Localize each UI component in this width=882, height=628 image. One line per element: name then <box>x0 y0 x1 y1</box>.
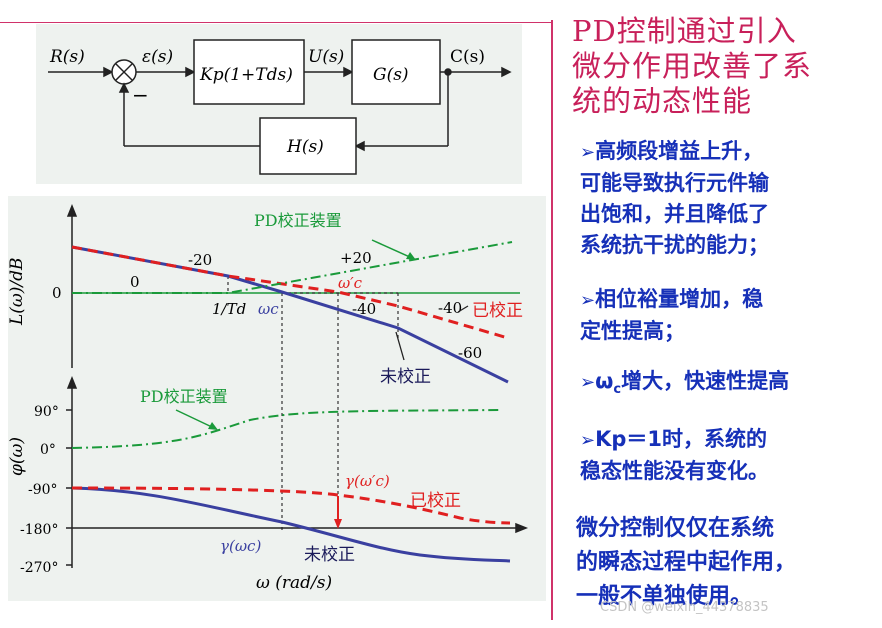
phase-tick-minus180: -180° <box>20 522 58 538</box>
phase-pd-arrow <box>175 409 215 429</box>
slope-minus60: -60 <box>458 344 482 362</box>
phase-xlabel: ω (rad/s) <box>256 573 332 593</box>
closing-note: 微分控制仅仅在系统 的瞬态过程中起作用， 一般不单独使用。 <box>576 516 797 609</box>
left-figure-panel: R(s) ε(s) Kp(1+Tds) U(s) G(s) C(s) H(s) … <box>0 22 552 601</box>
bullet-arrow-icon: ➢ <box>580 372 596 393</box>
label-omega-c-prime: ω′c <box>338 274 363 292</box>
magnitude-pd-line <box>72 241 513 294</box>
label-corner: 1/Td <box>212 300 246 318</box>
slope-minus40-b: -40 <box>438 299 462 317</box>
block-diagram <box>48 39 512 175</box>
slope-minus20: -20 <box>188 251 212 269</box>
bullet-omega-c: ➢ωc增大，快速性提高 <box>580 369 790 398</box>
label-omega-c: ωc <box>258 300 279 318</box>
guide-lines <box>227 276 399 530</box>
label-minus: − <box>132 83 149 107</box>
mag-pd-label: PD校正装置 <box>254 211 342 230</box>
mag-pd-arrowhead <box>406 252 416 260</box>
figure-canvas: R(s) ε(s) Kp(1+Tds) U(s) G(s) C(s) H(s) … <box>7 24 546 601</box>
phase-pd-label: PD校正装置 <box>140 387 228 406</box>
bullet-arrow-icon: ➢ <box>580 290 596 311</box>
label-gamma: γ(ωc) <box>220 537 261 555</box>
right-text-panel: PD控制通过引入 微分作用改善了系 统的动态性能 ➢高频段增益上升， 可能导致执… <box>560 0 882 628</box>
bullet-high-frequency: ➢高频段增益上升， 可能导致执行元件输 出饱和，并且降低了 系统抗干扰的能力； <box>580 139 769 257</box>
bullet-kp: ➢Kp＝1时，系统的 稳态性能没有变化。 <box>580 427 769 483</box>
title-line-3: 统的动态性能 <box>572 84 753 118</box>
phase-tick-minus90: -90° <box>28 482 58 498</box>
phase-tick-0: 0° <box>40 442 56 458</box>
mag-uncorrected-label: 未校正 <box>380 367 431 387</box>
mag-uncorrected-pointer <box>395 331 405 361</box>
bullet-arrow-icon: ➢ <box>580 142 596 163</box>
mag-pd-arrow <box>371 239 413 259</box>
phase-pd-line <box>71 409 501 449</box>
phase-axes <box>66 375 529 568</box>
bullet-phase-margin: ➢相位裕量增加，稳 定性提高； <box>580 287 764 343</box>
bullet-arrow-icon: ➢ <box>580 430 596 451</box>
label-u: U(s) <box>308 47 344 67</box>
slide-title: PD控制通过引入 微分作用改善了系 统的动态性能 <box>572 14 877 119</box>
phase-uncorrected-label: 未校正 <box>304 545 355 565</box>
label-feedback: H(s) <box>286 137 324 157</box>
mag-corrected-pointer <box>457 305 469 313</box>
magnitude-ylabel: L(ω)/dB <box>7 257 27 326</box>
slope-minus40-a: -40 <box>352 300 376 318</box>
title-line-2: 微分作用改善了系 <box>572 49 813 83</box>
label-output: C(s) <box>450 47 485 67</box>
watermark: CSDN @weixin_44378835 <box>600 600 769 615</box>
phase-tick-90: 90° <box>34 404 59 420</box>
slope-plus20: +20 <box>340 249 372 267</box>
phase-pd-arrowhead <box>208 422 218 430</box>
label-input: R(s) <box>49 47 85 67</box>
gamma-prime-arrowhead <box>334 519 342 529</box>
slope-0: 0 <box>130 273 140 291</box>
phase-uncorrected-line <box>71 486 511 563</box>
panel-divider <box>551 20 553 620</box>
phase-ylabel: φ(ω) <box>7 437 27 476</box>
label-controller: Kp(1+Tds) <box>199 65 293 85</box>
label-gamma-prime: γ(ω′c) <box>345 472 390 490</box>
phase-tick-minus270: -270° <box>20 560 58 576</box>
magnitude-corrected-line <box>71 245 509 340</box>
label-error: ε(s) <box>142 47 173 67</box>
top-border <box>0 22 552 23</box>
phase-corrected-label: 已校正 <box>410 491 461 511</box>
mag-corrected-label: 已校正 <box>472 301 523 321</box>
magnitude-zero: 0 <box>52 284 62 302</box>
plot-bg <box>8 196 546 601</box>
label-plant: G(s) <box>373 65 409 85</box>
title-line-1: PD控制通过引入 <box>572 14 797 48</box>
phase-corrected-line <box>71 486 511 525</box>
